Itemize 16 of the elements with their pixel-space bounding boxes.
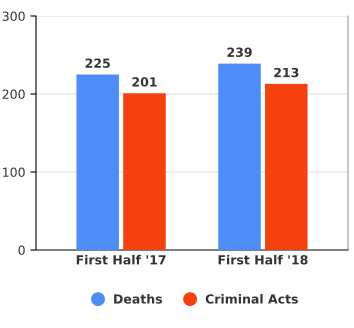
bar <box>123 93 166 250</box>
bar <box>265 84 308 250</box>
bar <box>76 74 119 250</box>
x-tick-label: First Half '18 <box>218 254 308 265</box>
data-label: 225 <box>86 58 110 68</box>
legend-label: Deaths <box>114 294 162 304</box>
y-tick-label: 0 <box>18 245 25 255</box>
y-tick-label: 100 <box>3 167 25 177</box>
y-tick-label: 200 <box>2 89 25 99</box>
data-label: 213 <box>274 68 298 78</box>
x-tick-label: First Half '17 <box>76 254 166 265</box>
bar <box>218 64 261 250</box>
y-tick-label: 300 <box>2 11 25 21</box>
data-label: 239 <box>227 48 252 57</box>
data-label: 201 <box>132 77 157 87</box>
legend-label: Criminal Acts <box>206 294 298 304</box>
